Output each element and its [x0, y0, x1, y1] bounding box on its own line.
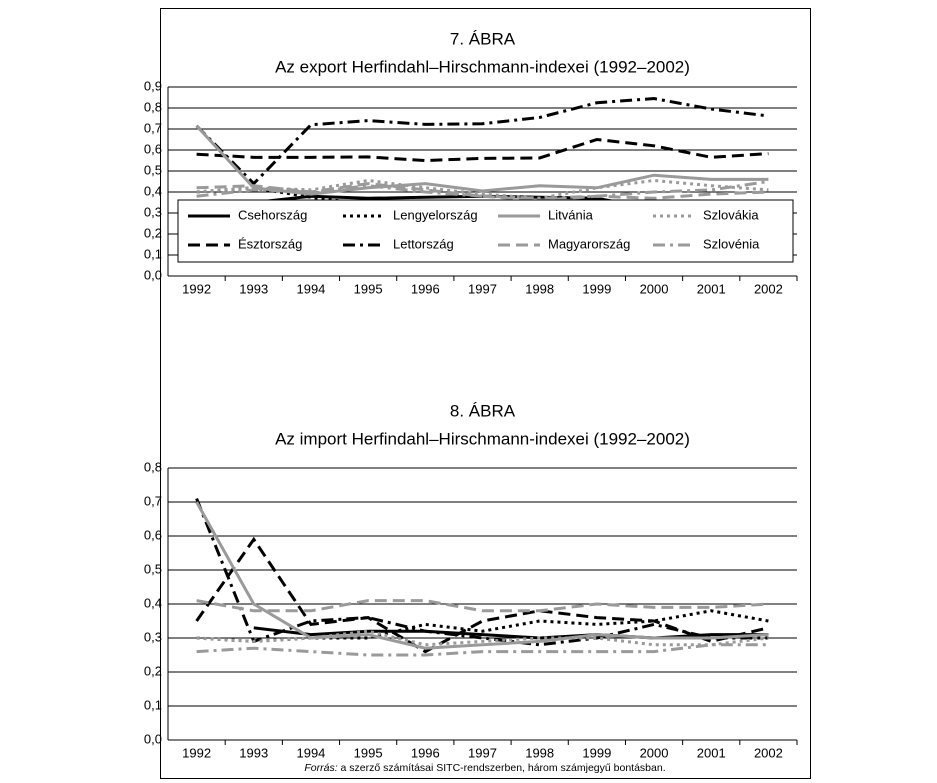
series-line: [196, 609, 769, 643]
legend-label: Csehország: [238, 207, 307, 222]
source-note: Forrás: a szerző számításai SITC-rendsze…: [160, 762, 810, 774]
legend-label: Lengyelország: [393, 207, 478, 222]
legend-label: Észtország: [238, 236, 302, 251]
series-line: [196, 599, 769, 613]
x-tick-label: 1995: [354, 281, 383, 296]
x-tick-label: 1996: [411, 281, 440, 296]
legend-label: Magyarország: [548, 236, 630, 251]
x-tick-label: 1996: [411, 745, 440, 760]
y-tick-label: 0,3: [144, 629, 162, 644]
chart-title: 8. ÁBRA: [450, 401, 516, 420]
source-text: a szerző számításai SITC-rendszerben, há…: [340, 762, 666, 774]
y-tick-label: 0,1: [144, 246, 162, 261]
y-tick-label: 0,4: [144, 595, 162, 610]
x-tick-label: 1998: [525, 281, 554, 296]
series-line: [196, 182, 769, 202]
x-tick-label: 1995: [354, 745, 383, 760]
x-tick-label: 1993: [239, 745, 268, 760]
y-tick-label: 0,3: [144, 204, 162, 219]
chart-title: 7. ÁBRA: [450, 29, 516, 48]
frame: [160, 8, 811, 779]
y-tick-label: 0,8: [144, 459, 162, 474]
y-tick-label: 0,0: [144, 731, 162, 746]
x-tick-label: 2000: [640, 281, 669, 296]
series-line: [196, 180, 769, 200]
y-tick-label: 0,5: [144, 162, 162, 177]
x-tick-label: 1993: [239, 281, 268, 296]
series-line: [196, 629, 769, 647]
y-tick-label: 0,2: [144, 663, 162, 678]
series-line: [196, 137, 769, 163]
series-line: [195, 498, 769, 647]
y-tick-label: 0,7: [144, 493, 162, 508]
y-tick-label: 0,4: [144, 183, 162, 198]
y-tick-label: 0,6: [144, 141, 162, 156]
x-tick-label: 2002: [754, 745, 783, 760]
x-tick-label: 1998: [525, 745, 554, 760]
x-tick-label: 2001: [697, 281, 726, 296]
x-tick-label: 2002: [754, 281, 783, 296]
series-line: [195, 501, 769, 650]
chart-subtitle: Az import Herfindahl–Hirschmann-indexei …: [275, 429, 690, 448]
y-tick-label: 0,2: [144, 225, 162, 240]
legend-box: [177, 199, 794, 263]
x-tick-label: 1997: [468, 745, 497, 760]
legend-label: Szlovénia: [703, 236, 760, 251]
legend-label: Lettország: [393, 236, 454, 251]
series-line: [195, 124, 769, 196]
x-tick-label: 2000: [640, 745, 669, 760]
series-line: [196, 178, 769, 200]
y-tick-label: 0,0: [144, 267, 162, 282]
y-tick-label: 0,5: [144, 561, 162, 576]
x-tick-label: 1997: [468, 281, 497, 296]
x-tick-label: 1999: [582, 281, 611, 296]
legend-label: Szlovákia: [703, 207, 759, 222]
y-tick-label: 0,9: [144, 78, 162, 93]
y-tick-label: 0,7: [144, 120, 162, 135]
x-tick-label: 1992: [182, 281, 211, 296]
chart-subtitle: Az export Herfindahl–Hirschmann-indexei …: [275, 57, 690, 76]
y-tick-label: 0,1: [144, 697, 162, 712]
x-tick-label: 1999: [582, 745, 611, 760]
x-tick-label: 1992: [182, 745, 211, 760]
y-tick-label: 0,6: [144, 527, 162, 542]
series-line: [195, 97, 769, 186]
legend-label: Litvánia: [548, 207, 594, 222]
series-line: [196, 643, 769, 657]
x-tick-label: 1994: [296, 281, 325, 296]
x-tick-label: 2001: [697, 745, 726, 760]
y-tick-label: 0,8: [144, 99, 162, 114]
source-label: Forrás:: [304, 762, 338, 774]
x-tick-label: 1994: [296, 745, 325, 760]
series-line: [253, 626, 769, 640]
